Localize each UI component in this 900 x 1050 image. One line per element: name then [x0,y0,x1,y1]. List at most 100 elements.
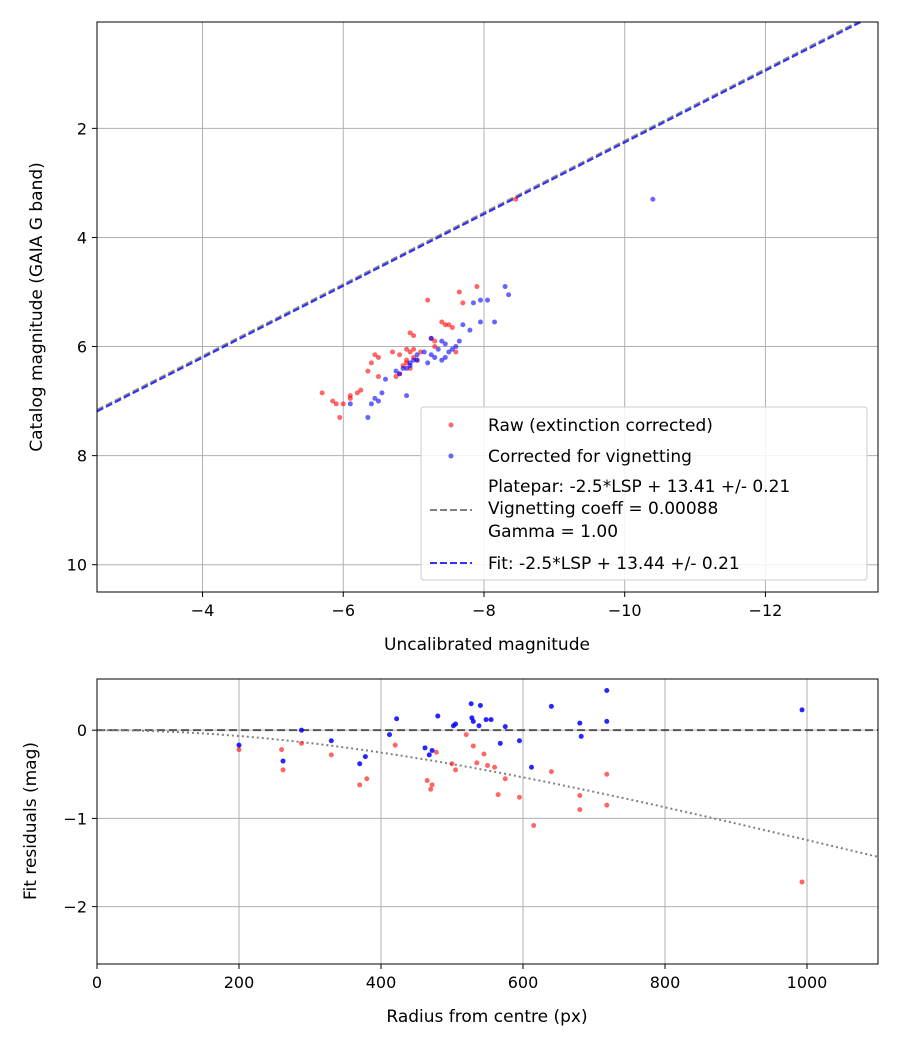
corrected-point [456,338,462,344]
raw-point [404,360,410,366]
corrected-point [449,346,455,352]
residuals-plot-area [97,679,878,964]
legend: Raw (extinction corrected) Corrected for… [420,406,868,581]
corrected-residual-point [435,713,441,719]
raw-residual-point [279,747,285,753]
corrected-point [460,322,466,328]
corrected-residual-point [604,718,610,724]
corrected-residual-point [426,752,432,758]
corrected-point [414,357,420,363]
raw-residual-point [470,743,476,749]
calibration-x-axis-label: Uncalibrated magnitude [384,635,590,655]
calibration-y-tick-label: 8 [77,447,87,466]
raw-residual-point [474,760,480,766]
corrected-point [421,349,427,355]
raw-residual-point [502,776,508,782]
corrected-residual-point [298,727,304,733]
raw-residual-point [481,751,487,757]
raw-residual-point [429,782,435,788]
raw-point [319,390,325,396]
legend-marker-raw [448,422,454,428]
fit-line [97,22,864,413]
residuals-chart: 0 200 400 600 800 1000 0 −1 −2 Radius from centr… [21,678,879,1027]
corrected-point [397,371,403,377]
raw-residual-point [463,732,469,738]
corrected-point [428,335,434,341]
corrected-residual-point [799,707,805,713]
corrected-residual-point [357,761,363,767]
raw-point [449,324,455,330]
corrected-residual-point [577,720,583,726]
calibration-y-tick-label: 2 [77,119,87,138]
residuals-plot-frame [96,678,879,965]
corrected-point [477,319,483,325]
corrected-point [414,352,420,358]
corrected-point [477,297,483,303]
corrected-point [365,414,371,420]
raw-point [330,398,336,404]
corrected-residual-point [470,718,476,724]
raw-point [393,374,399,380]
residuals-x-tick-label: 200 [224,973,255,992]
raw-point [368,360,374,366]
legend-marker-corrected [448,453,454,459]
calibration-x-tick-label: −6 [331,601,355,620]
corrected-residual-point [488,717,494,723]
corrected-point [442,354,448,360]
corrected-point [407,363,413,369]
raw-residual-point [364,776,370,782]
raw-point [425,297,431,303]
residuals-x-tick-label: 1000 [787,973,828,992]
residuals-x-tick-label: 400 [366,973,397,992]
corrected-residual-point [394,716,400,722]
corrected-residual-point [476,723,482,729]
raw-residual-point [492,764,498,770]
corrected-point [347,401,353,407]
legend-label-platepar: Platepar: -2.5*LSP + 13.41 +/- 0.21 Vign… [488,477,796,542]
raw-point [397,352,403,358]
corrected-point [439,357,445,363]
corrected-point [506,292,512,298]
corrected-point [404,365,410,371]
raw-residual-point [604,771,610,777]
raw-point [439,319,445,325]
residuals-x-tick-label: 0 [92,973,102,992]
corrected-residual-point [548,703,554,709]
corrected-residual-point [453,721,459,727]
corrected-point [485,297,490,303]
raw-point [404,346,410,352]
calibration-x-tick-label: −10 [608,601,642,620]
corrected-point [453,344,459,350]
raw-point [337,414,343,420]
corrected-point [404,393,410,399]
legend-label-fit: Fit: -2.5*LSP + 13.44 +/- 0.21 [488,554,740,574]
raw-point [411,333,417,339]
raw-point [365,368,371,374]
raw-point [418,349,424,355]
corrected-point [428,352,434,358]
platepar-line [97,22,860,411]
corrected-point [393,368,399,374]
corrected-residual-point [604,687,610,693]
corrected-point [435,346,441,352]
raw-point [460,300,466,306]
raw-point [453,349,459,355]
corrected-residual-point [529,764,535,770]
raw-point [474,284,480,290]
raw-residual-point [298,740,304,746]
residuals-ticks: 0 200 400 600 800 1000 0 −1 −2 [63,721,827,992]
corrected-residual-point [387,732,393,738]
corrected-point [379,390,385,396]
corrected-residual-point [483,717,489,723]
corrected-point [439,338,445,344]
raw-residual-point [516,794,522,800]
raw-residual-point [428,786,434,792]
corrected-point [372,395,378,401]
residuals-x-tick-label: 600 [508,973,539,992]
corrected-point [382,376,388,382]
raw-point [358,387,364,393]
corrected-residual-point [422,745,428,751]
corrected-residual-point [516,738,522,744]
corrected-residual-point [502,724,508,730]
raw-residual-point [548,769,554,775]
